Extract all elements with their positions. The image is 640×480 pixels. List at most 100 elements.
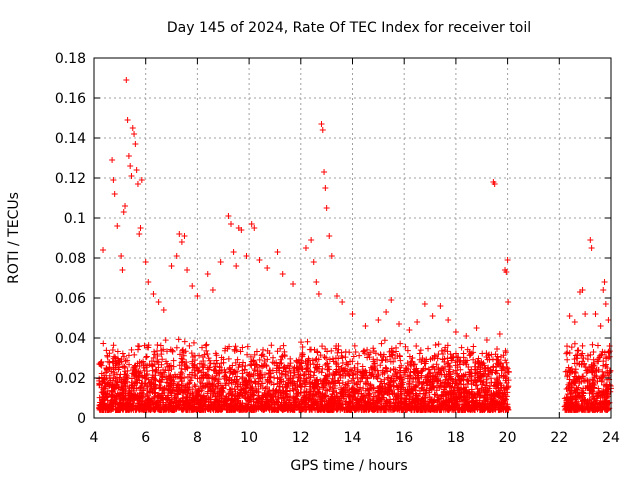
data-point	[329, 355, 336, 362]
data-point	[314, 361, 321, 368]
data-point	[482, 398, 489, 405]
data-point	[230, 249, 237, 255]
data-point	[468, 350, 475, 357]
data-point	[360, 385, 367, 392]
data-point	[326, 386, 333, 393]
data-point	[157, 385, 164, 392]
data-point	[233, 378, 240, 385]
data-point	[311, 391, 318, 398]
data-point	[191, 381, 198, 388]
data-point	[425, 345, 432, 352]
data-point	[129, 125, 136, 131]
data-point	[307, 368, 314, 375]
data-point	[167, 372, 174, 379]
data-point	[135, 346, 142, 353]
data-point	[104, 406, 111, 413]
data-point	[315, 368, 322, 375]
data-point	[179, 356, 186, 363]
data-point	[431, 397, 438, 404]
data-point	[433, 361, 440, 368]
data-point	[128, 381, 135, 388]
data-point	[393, 392, 400, 399]
data-point	[317, 405, 324, 412]
data-point	[364, 346, 371, 353]
data-point	[276, 404, 283, 411]
data-point	[377, 362, 384, 369]
data-point	[247, 353, 254, 360]
data-point	[263, 363, 270, 370]
data-point	[319, 343, 326, 350]
data-point	[251, 351, 258, 358]
data-point	[255, 388, 262, 395]
data-point	[123, 77, 130, 83]
data-point	[481, 371, 488, 378]
data-point	[417, 347, 424, 354]
data-point	[580, 377, 587, 384]
data-point	[355, 378, 362, 385]
data-point	[231, 347, 238, 354]
data-point	[250, 396, 257, 403]
data-point	[238, 387, 245, 394]
data-point	[581, 360, 588, 367]
data-markers	[96, 77, 614, 413]
data-point	[124, 357, 131, 364]
data-point	[162, 337, 169, 344]
data-point	[102, 402, 109, 409]
data-point	[167, 377, 174, 384]
data-point	[502, 347, 509, 354]
data-point	[220, 399, 227, 406]
data-point	[445, 391, 452, 398]
data-point	[427, 381, 434, 388]
data-point	[415, 397, 422, 404]
data-point	[331, 385, 338, 392]
data-point	[322, 185, 329, 191]
data-point	[309, 357, 316, 364]
data-point	[160, 366, 167, 373]
data-point	[595, 401, 602, 408]
data-point	[475, 360, 482, 367]
data-point	[253, 348, 260, 355]
data-point	[327, 402, 334, 409]
data-point	[163, 348, 170, 355]
data-point	[580, 405, 587, 412]
data-point	[143, 354, 150, 361]
data-point	[264, 392, 271, 399]
data-point	[248, 401, 255, 408]
data-point	[482, 384, 489, 391]
data-point	[319, 127, 326, 133]
data-point	[205, 398, 212, 405]
data-point	[323, 354, 330, 361]
data-point	[145, 406, 152, 413]
data-point	[116, 384, 123, 391]
data-point	[580, 385, 587, 392]
data-point	[152, 368, 159, 375]
data-point	[448, 401, 455, 408]
data-point	[189, 283, 196, 289]
data-point	[345, 378, 352, 385]
data-point	[400, 406, 407, 413]
data-point	[301, 388, 308, 395]
data-point	[483, 389, 490, 396]
data-point	[333, 393, 340, 400]
data-point	[466, 373, 473, 380]
data-point	[145, 397, 152, 404]
data-point	[173, 397, 180, 404]
data-point	[187, 404, 194, 411]
data-point	[369, 401, 376, 408]
data-point	[144, 387, 151, 394]
data-point	[396, 364, 403, 371]
data-point	[214, 390, 221, 397]
data-point	[127, 163, 134, 169]
data-point	[474, 366, 481, 373]
data-point	[500, 406, 507, 413]
data-point	[582, 363, 589, 370]
data-point	[592, 311, 599, 317]
data-point	[125, 153, 132, 159]
data-point	[358, 406, 365, 413]
data-point	[324, 366, 331, 373]
data-point	[323, 205, 330, 211]
data-point	[363, 369, 370, 376]
data-point	[232, 359, 239, 366]
data-point	[456, 405, 463, 412]
